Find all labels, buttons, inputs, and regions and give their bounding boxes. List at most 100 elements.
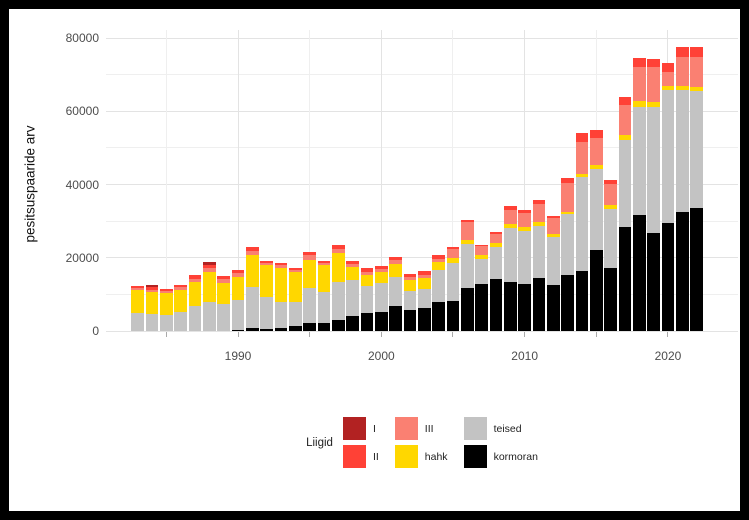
bar-segment-III: [331, 248, 345, 254]
y-tick-label: 0: [92, 324, 99, 338]
bar-segment-II: [432, 255, 446, 259]
bar-segment-hahk: [489, 243, 503, 248]
bar-2017: [618, 96, 632, 331]
x-tick-mark: [237, 332, 239, 337]
bar-segment-teised: [346, 279, 360, 317]
bar-segment-hahk: [188, 282, 202, 306]
bar-segment-III: [188, 278, 202, 283]
bar-segment-hahk: [561, 211, 575, 215]
bar-segment-hahk: [389, 264, 403, 277]
y-tick-label: 80000: [65, 31, 99, 45]
bar-segment-teised: [202, 301, 216, 331]
x-tick-mark: [524, 332, 526, 337]
legend-entry-hahk: hahk: [394, 445, 448, 468]
bar-2005: [446, 246, 460, 331]
bar-2009: [503, 206, 517, 331]
bar-2013: [561, 178, 575, 331]
bar-1993: [274, 263, 288, 331]
bar-2020: [661, 63, 675, 331]
bar-segment-II: [604, 180, 618, 185]
bar-segment-teised: [632, 107, 646, 215]
bar-segment-teised: [217, 304, 231, 331]
bar-segment-III: [546, 218, 560, 234]
bar-1985: [159, 288, 173, 331]
bar-segment-III: [489, 233, 503, 244]
bar-2007: [475, 244, 489, 331]
bar-segment-II: [217, 276, 231, 280]
x-tick-mark: [595, 332, 597, 337]
bar-1991: [245, 246, 259, 331]
bar-segment-II: [346, 260, 360, 265]
bar-segment-teised: [274, 301, 288, 329]
bar-segment-II: [589, 129, 603, 139]
bar-segment-teised: [188, 305, 202, 331]
bar-segment-kormoran: [417, 307, 431, 331]
x-gridline-minor: [309, 30, 311, 331]
bar-segment-II: [360, 268, 374, 272]
bar-segment-II: [503, 206, 517, 210]
bar-segment-II: [188, 275, 202, 279]
bar-segment-teised: [618, 140, 632, 227]
bar-segment-hahk: [518, 226, 532, 231]
bar-1995: [303, 251, 317, 331]
bar-segment-II: [403, 274, 417, 278]
bar-2001: [389, 256, 403, 331]
bar-segment-hahk: [503, 223, 517, 228]
bar-segment-kormoran: [661, 223, 675, 331]
legend-swatch-teised: [463, 417, 487, 440]
bar-segment-II: [561, 178, 575, 184]
bar-segment-hahk: [360, 274, 374, 286]
bar-segment-III: [460, 222, 474, 240]
bar-segment-kormoran: [460, 288, 474, 331]
bar-segment-II: [288, 268, 302, 271]
bar-segment-II: [489, 231, 503, 234]
bar-segment-kormoran: [604, 268, 618, 331]
bar-1996: [317, 260, 331, 331]
bar-segment-teised: [317, 292, 331, 323]
legend-swatch-hahk: [394, 445, 418, 468]
x-tick-label: 2010: [511, 349, 538, 363]
x-gridline-major: [524, 30, 526, 331]
bar-segment-kormoran: [561, 275, 575, 331]
bar-segment-teised: [245, 286, 259, 329]
bar-segment-hahk: [589, 165, 603, 170]
bar-segment-hahk: [245, 255, 259, 287]
bar-segment-III: [159, 291, 173, 294]
bar-segment-hahk: [417, 278, 431, 289]
bar-segment-hahk: [159, 293, 173, 315]
bar-segment-II: [131, 285, 145, 289]
bar-segment-III: [346, 264, 360, 267]
bar-segment-hahk: [546, 233, 560, 238]
x-tick-label: 1990: [224, 349, 252, 363]
bar-segment-kormoran: [260, 329, 274, 331]
bar-segment-teised: [661, 89, 675, 224]
bar-segment-hahk: [202, 271, 216, 302]
legend-swatch-II: [342, 445, 366, 468]
bar-segment-III: [503, 209, 517, 224]
y-tick-label: 20000: [65, 250, 99, 265]
bar-1987: [188, 275, 202, 331]
bar-segment-teised: [403, 291, 417, 311]
bar-1988: [202, 261, 216, 331]
legend-swatch-I: [342, 417, 366, 440]
bar-segment-teised: [561, 214, 575, 276]
y-tick-label: 60000: [65, 104, 99, 119]
bar-segment-III: [374, 268, 388, 273]
bar-2003: [417, 270, 431, 331]
bar-segment-hahk: [288, 272, 302, 302]
bar-2018: [632, 58, 646, 331]
bar-segment-teised: [432, 269, 446, 303]
bar-segment-II: [374, 265, 388, 269]
y-gridline-minor: [106, 147, 738, 149]
bar-1989: [217, 276, 231, 331]
bar-segment-II: [231, 269, 245, 274]
bar-segment-III: [245, 250, 259, 256]
bar-segment-hahk: [647, 101, 661, 107]
legend: Liigid I II III hahk teised kormoran: [106, 417, 738, 468]
y-gridline-minor: [106, 74, 738, 76]
legend-label: I: [372, 422, 376, 435]
bar-segment-kormoran: [245, 328, 259, 331]
bar-segment-kormoran: [446, 300, 460, 331]
bar-segment-hahk: [661, 85, 675, 90]
bar-segment-III: [217, 279, 231, 283]
